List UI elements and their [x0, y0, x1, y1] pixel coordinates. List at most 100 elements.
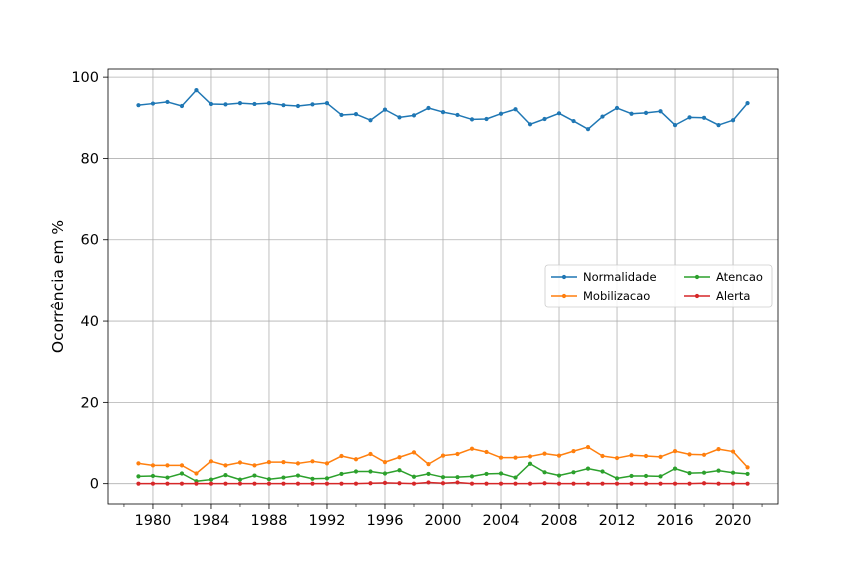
data-point: [643, 481, 649, 486]
data-point: [310, 459, 315, 464]
data-point: [368, 118, 373, 123]
data-point: [687, 452, 692, 457]
data-point: [687, 481, 692, 486]
data-point: [411, 481, 417, 486]
data-point: [150, 463, 156, 468]
data-point: [455, 451, 460, 457]
data-point: [745, 471, 750, 477]
legend-label: Atencao: [716, 270, 763, 284]
x-tick-label: 1996: [367, 513, 404, 529]
data-point: [324, 461, 330, 466]
data-point: [484, 449, 489, 455]
data-point: [179, 463, 185, 468]
data-point: [237, 101, 243, 106]
data-point: [745, 481, 750, 486]
legend: Normalidade Mobilizacao Atencao Alerta: [544, 264, 773, 308]
data-point: [281, 481, 286, 486]
data-point: [252, 101, 257, 107]
legend-swatch-marker: [561, 274, 567, 280]
data-point: [310, 476, 315, 481]
legend-entry-normalidade: Normalidade: [551, 270, 657, 284]
data-point: [542, 451, 547, 456]
data-point: [194, 481, 199, 486]
data-point: [223, 102, 228, 107]
legend-entry-atencao: Atencao: [684, 270, 763, 284]
data-point: [730, 118, 736, 123]
data-point: [455, 480, 460, 485]
data-point: [556, 473, 562, 478]
x-tick-label: 1980: [135, 513, 172, 529]
legend-swatch-marker: [694, 274, 700, 280]
data-point: [687, 115, 692, 120]
data-point: [281, 460, 286, 465]
data-point: [426, 105, 431, 111]
data-point: [658, 109, 663, 114]
data-point: [614, 455, 620, 461]
data-point: [585, 127, 591, 132]
data-point: [701, 481, 707, 486]
data-point: [672, 123, 678, 128]
series-mobilizacao: [136, 444, 750, 476]
y-tick-label: 80: [81, 151, 99, 167]
data-point: [730, 449, 736, 454]
data-point: [585, 481, 591, 486]
data-point: [469, 481, 475, 486]
data-point: [194, 88, 199, 93]
data-point: [498, 455, 504, 460]
y-tick-label: 20: [81, 395, 99, 411]
data-point: [136, 461, 141, 466]
data-point: [353, 481, 359, 486]
data-point: [484, 471, 489, 477]
x-tick-label: 2020: [715, 513, 752, 529]
data-point: [295, 481, 301, 486]
data-point: [353, 112, 359, 117]
data-point: [295, 103, 301, 109]
data-point: [585, 466, 591, 471]
x-tick-label: 1992: [309, 513, 346, 529]
data-point: [208, 481, 214, 486]
data-point: [440, 481, 446, 486]
data-point: [397, 481, 402, 486]
data-point: [179, 103, 185, 109]
legend-entry-alerta: Alerta: [684, 289, 750, 303]
data-point: [295, 461, 301, 466]
legend-label: Alerta: [716, 289, 750, 303]
data-point: [629, 453, 634, 458]
data-point: [484, 481, 489, 486]
data-point: [266, 101, 272, 106]
data-point: [426, 462, 431, 467]
x-tick-label: 2004: [483, 513, 520, 529]
data-point: [658, 481, 663, 486]
data-point: [382, 471, 388, 476]
data-point: [556, 111, 562, 116]
data-point: [585, 444, 591, 450]
y-tick-label: 60: [81, 233, 99, 249]
data-point: [136, 481, 141, 486]
data-point: [614, 481, 620, 486]
data-point: [687, 471, 692, 476]
x-tick-label: 2012: [599, 513, 636, 529]
data-point: [194, 471, 199, 476]
data-point: [324, 481, 330, 486]
data-point: [600, 453, 605, 459]
data-point: [440, 475, 446, 480]
legend-swatch-marker: [561, 293, 567, 299]
y-tick-label: 0: [90, 477, 99, 493]
data-point: [324, 101, 330, 106]
data-point: [498, 111, 504, 116]
data-point: [411, 113, 417, 118]
data-point: [629, 473, 634, 479]
legend-label: Mobilizacao: [583, 289, 650, 303]
data-point: [455, 112, 460, 118]
data-point: [324, 476, 330, 481]
data-point: [353, 469, 359, 474]
data-point: [513, 475, 518, 480]
data-point: [223, 481, 228, 486]
data-point: [266, 481, 272, 486]
data-point: [614, 476, 620, 481]
data-point: [600, 469, 605, 474]
data-point: [339, 453, 344, 459]
data-point: [527, 454, 533, 459]
data-point: [382, 480, 388, 485]
data-point: [426, 471, 431, 477]
